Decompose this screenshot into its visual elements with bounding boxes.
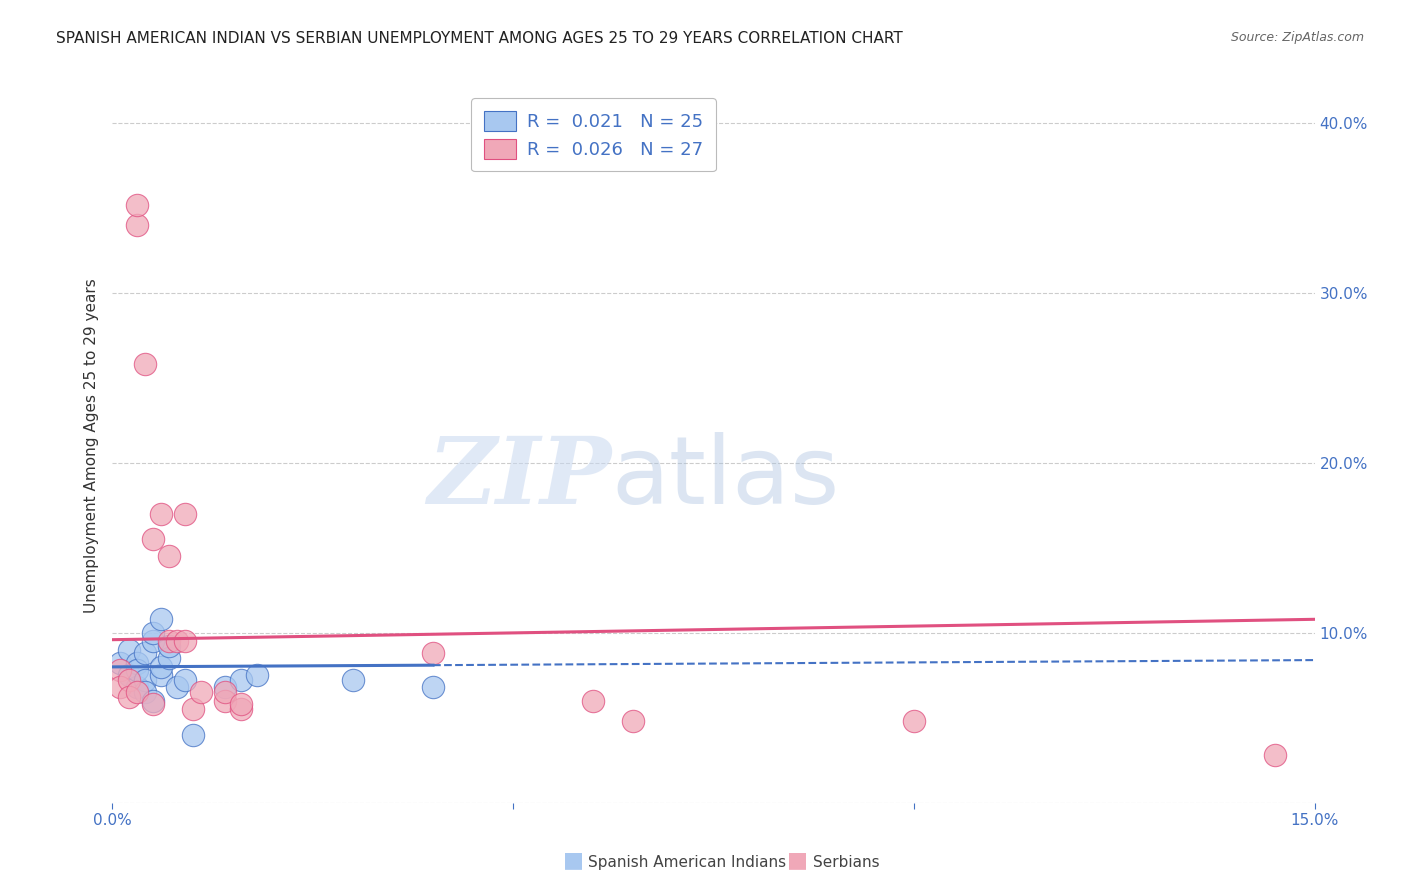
Point (110, 657, 132, 671)
Point (125, 680, 148, 694)
Point (117, 673, 139, 688)
Point (173, 507, 195, 521)
Point (621, 714, 644, 729)
Point (246, 668, 269, 682)
Point (190, 685, 212, 699)
Point (157, 651, 180, 665)
Point (157, 640, 180, 654)
Point (125, 198, 148, 212)
Point (157, 549, 180, 564)
Point (903, 714, 925, 729)
Point (125, 663, 148, 677)
Point (582, 694, 605, 708)
Point (125, 685, 148, 699)
Point (214, 694, 236, 708)
Text: atlas: atlas (612, 432, 839, 524)
Point (141, 533, 163, 547)
Point (134, 685, 156, 699)
Point (181, 702, 204, 716)
Point (141, 698, 163, 712)
Point (141, 626, 163, 640)
Point (422, 646, 444, 660)
Point (173, 634, 195, 648)
Point (181, 728, 204, 742)
Point (117, 643, 139, 657)
Point (134, 646, 156, 660)
Point (1264, 748, 1286, 763)
Legend: R =  0.021   N = 25, R =  0.026   N = 27: R = 0.021 N = 25, R = 0.026 N = 27 (471, 98, 716, 171)
Text: ■: ■ (787, 850, 808, 870)
Text: ZIP: ZIP (427, 434, 612, 523)
Point (157, 634, 180, 648)
Point (134, 358, 156, 372)
Point (110, 680, 132, 694)
Point (149, 668, 172, 682)
Point (229, 698, 252, 712)
Point (422, 680, 444, 694)
Point (117, 690, 139, 705)
Point (134, 673, 156, 688)
Text: ■: ■ (562, 850, 583, 870)
Point (166, 680, 188, 694)
Y-axis label: Unemployment Among Ages 25 to 29 years: Unemployment Among Ages 25 to 29 years (84, 278, 100, 614)
Point (166, 634, 188, 648)
Point (149, 660, 172, 674)
Point (149, 507, 172, 521)
Text: Source: ZipAtlas.com: Source: ZipAtlas.com (1230, 31, 1364, 45)
Point (229, 673, 252, 688)
Text: Serbians: Serbians (813, 855, 879, 870)
Point (229, 702, 252, 716)
Text: Spanish American Indians: Spanish American Indians (588, 855, 786, 870)
Point (173, 673, 195, 688)
Point (125, 218, 148, 232)
Point (110, 663, 132, 677)
Point (214, 680, 236, 694)
Text: SPANISH AMERICAN INDIAN VS SERBIAN UNEMPLOYMENT AMONG AGES 25 TO 29 YEARS CORREL: SPANISH AMERICAN INDIAN VS SERBIAN UNEMP… (56, 31, 903, 46)
Point (342, 673, 364, 688)
Point (141, 634, 163, 648)
Point (149, 612, 172, 626)
Point (141, 694, 163, 708)
Point (117, 668, 139, 682)
Point (214, 685, 236, 699)
Point (125, 657, 148, 671)
